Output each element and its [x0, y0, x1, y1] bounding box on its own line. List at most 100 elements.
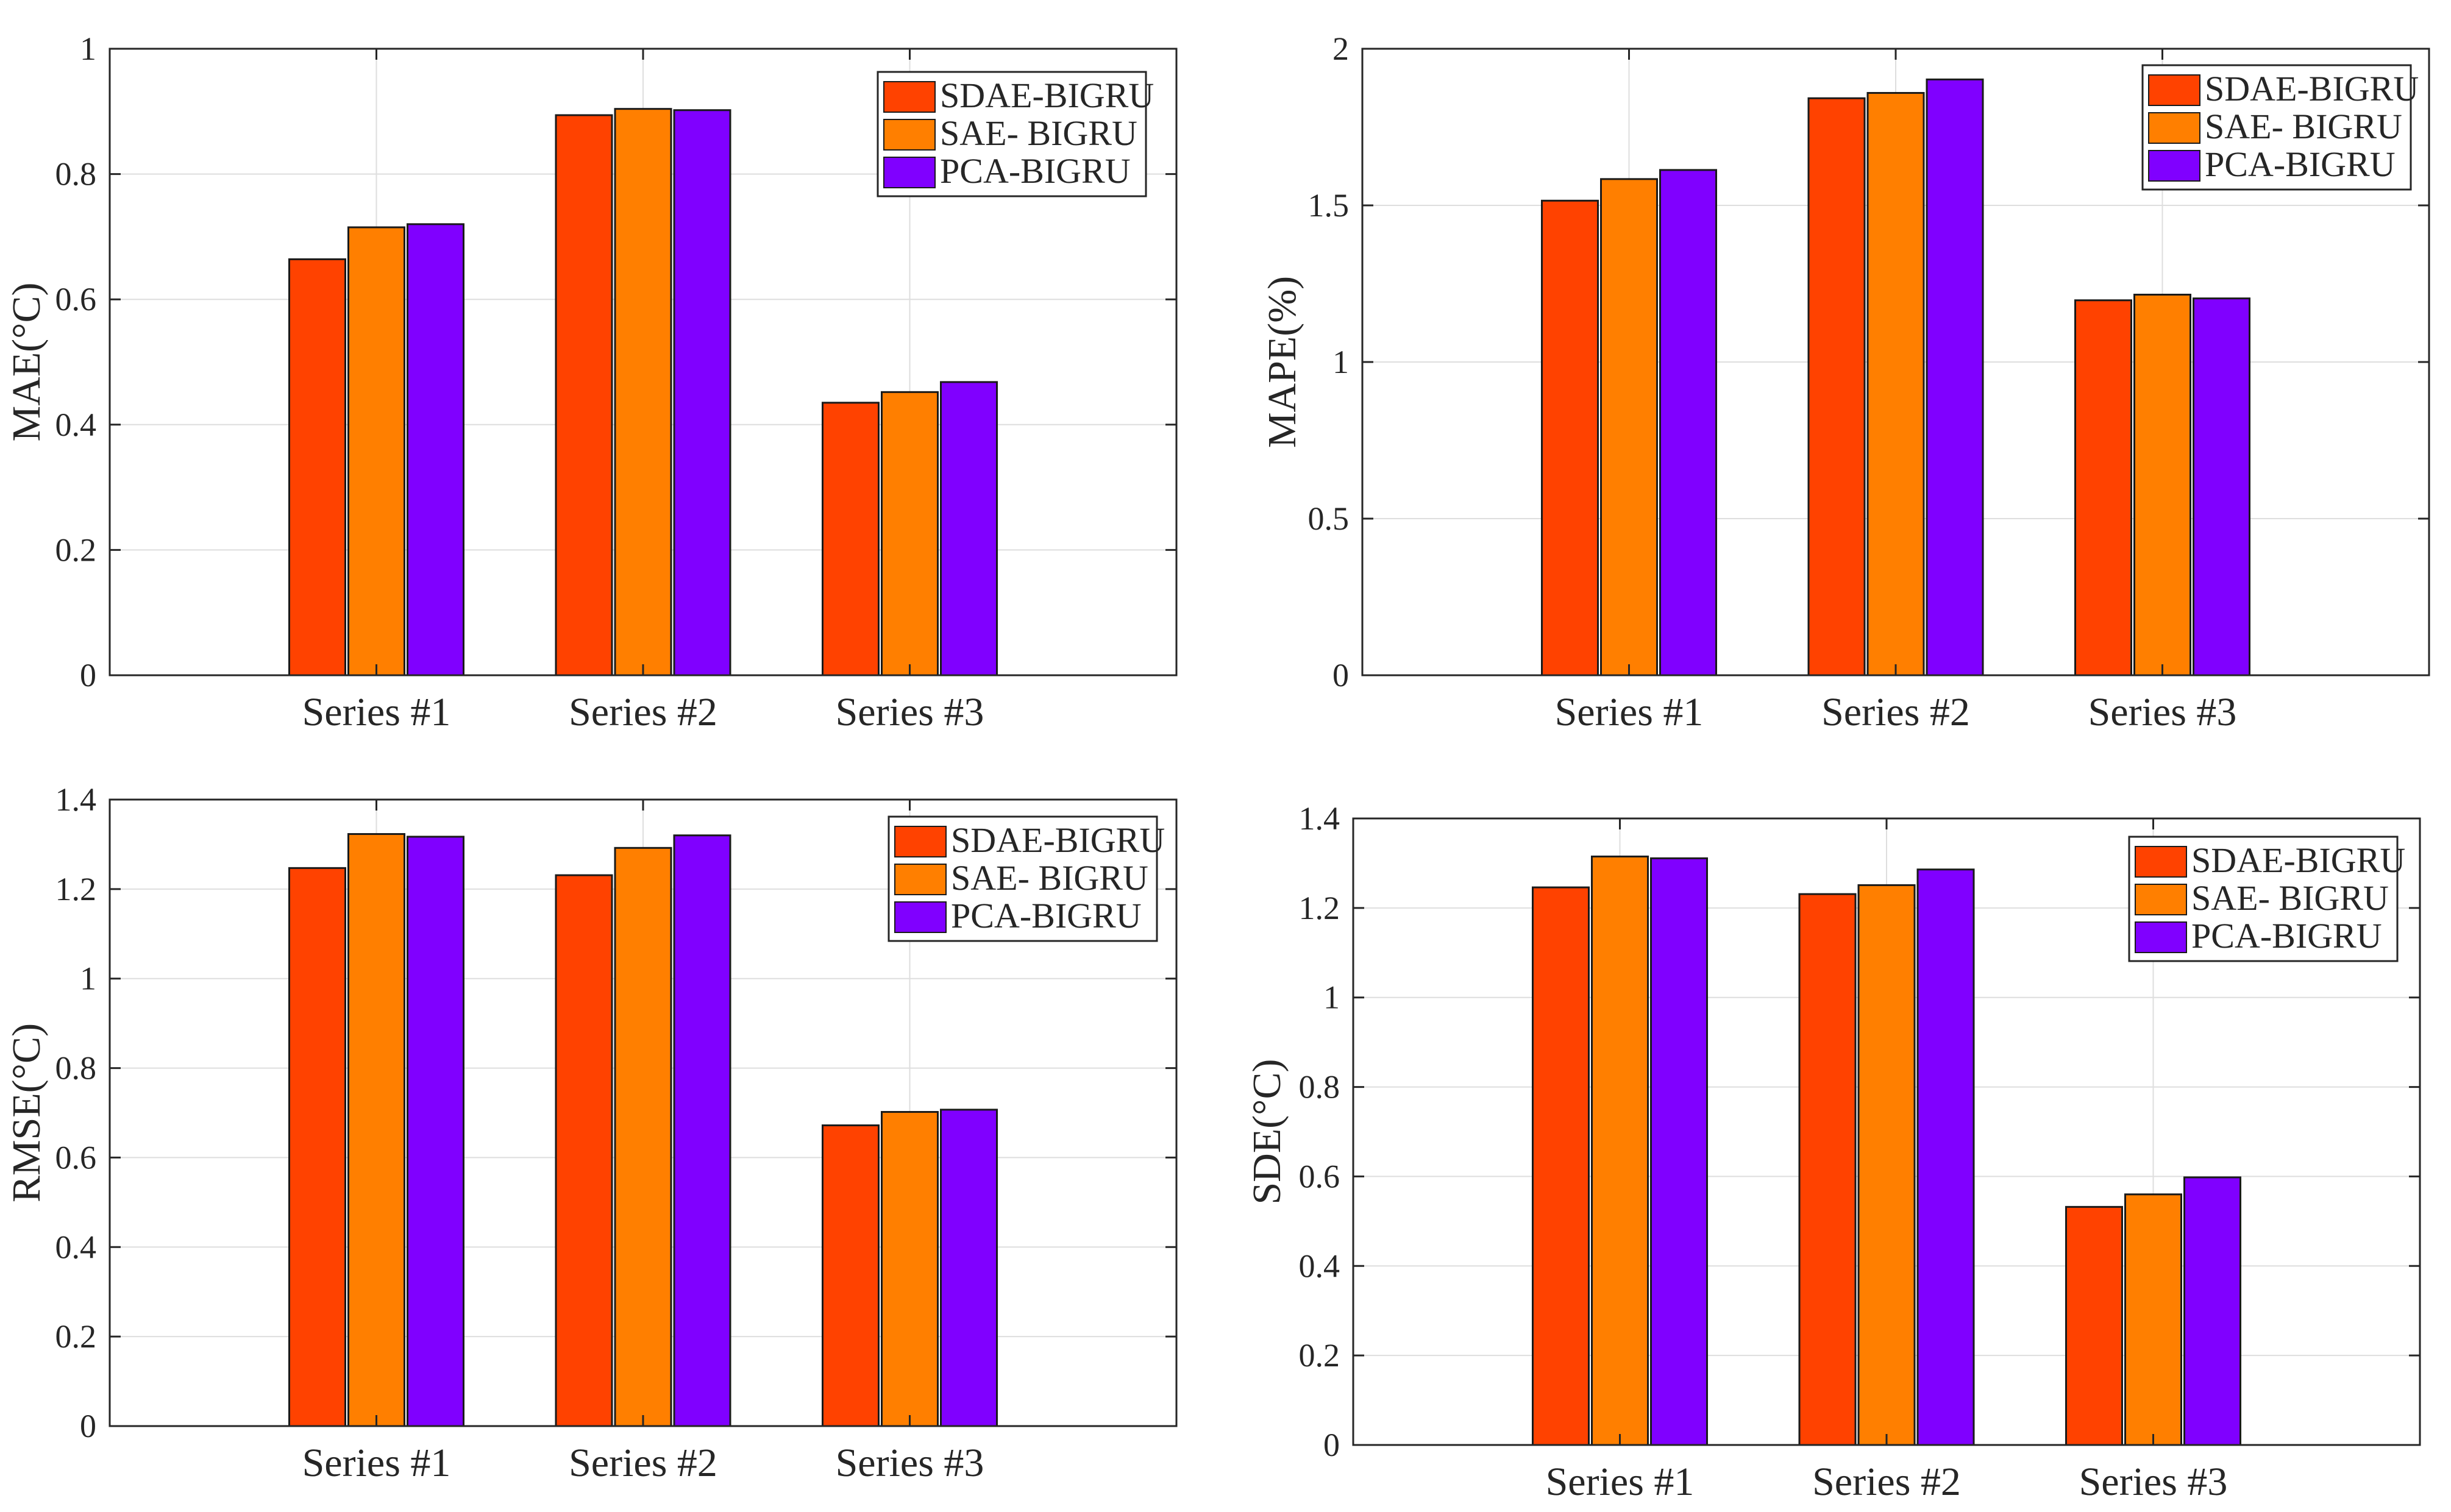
legend-label: PCA-BIGRU — [940, 151, 1131, 191]
bar-sae-bigru-2 — [614, 847, 672, 1427]
legend-label: SAE- BIGRU — [2191, 878, 2389, 918]
y-tick-label: 0.8 — [55, 1050, 97, 1087]
y-tick-label: 0.4 — [55, 406, 97, 443]
bar-pca-bigru-2 — [673, 109, 731, 676]
bar-sae-bigru-3 — [881, 1111, 939, 1427]
bar-pca-bigru-3 — [2193, 297, 2250, 676]
y-tick-label: 1.2 — [1299, 890, 1340, 926]
bar-sae-bigru-3 — [881, 391, 939, 676]
chart-panel-2: 0 0.5 1 1.5 2 Series #1 Series #2 Series #3 MAPE… — [1260, 30, 2430, 734]
y-axis-title: MAE(°C) — [4, 282, 49, 441]
bar-sae-bigru-1 — [1591, 855, 1649, 1446]
bar-sdae-bigru-2 — [555, 114, 613, 676]
legend-label: SAE- BIGRU — [951, 858, 1148, 898]
bar-sae-bigru-1 — [347, 833, 405, 1427]
y-axis-title: RMSE(°C) — [4, 1023, 49, 1202]
chart-panel-1: 0 0.2 0.4 0.6 0.8 1 Series #1 Series #2 Series #… — [4, 30, 1178, 734]
y-tick-label: 0 — [1332, 657, 1349, 694]
y-tick-label: 0.4 — [55, 1229, 97, 1265]
bar-sae-bigru-3 — [2124, 1193, 2182, 1446]
legend-label: SDAE-BIGRU — [951, 820, 1165, 860]
x-category-label: Series #3 — [836, 690, 984, 734]
y-tick-label: 0.2 — [55, 1318, 97, 1355]
legend-swatch — [2135, 921, 2187, 953]
y-tick-label: 0.2 — [1299, 1337, 1340, 1374]
legend-label: SAE- BIGRU — [940, 113, 1137, 153]
bar-sae-bigru-2 — [1857, 884, 1916, 1446]
bar-sdae-bigru-1 — [1541, 199, 1599, 676]
legend-swatch — [2135, 884, 2187, 915]
bar-pca-bigru-3 — [940, 381, 998, 676]
y-tick-label: 1 — [1332, 344, 1349, 380]
x-category-label: Series #1 — [302, 1441, 451, 1485]
legend-label: PCA-BIGRU — [951, 896, 1142, 935]
legend-label: SDAE-BIGRU — [2191, 840, 2405, 880]
bar-sdae-bigru-2 — [555, 874, 613, 1427]
y-tick-label: 0.5 — [1308, 500, 1350, 537]
legend-swatch — [883, 81, 936, 113]
x-category-label: Series #3 — [2088, 690, 2237, 734]
y-tick-label: 0.4 — [1299, 1248, 1340, 1284]
y-tick-label: 0.8 — [1299, 1069, 1340, 1106]
y-tick-label: 0 — [1323, 1427, 1340, 1463]
legend-label: PCA-BIGRU — [2205, 144, 2396, 184]
bar-pca-bigru-3 — [940, 1109, 998, 1427]
bar-pca-bigru-2 — [1916, 868, 1975, 1446]
bar-sdae-bigru-2 — [1807, 97, 1866, 676]
y-tick-label: 0.6 — [55, 1139, 97, 1176]
x-category-label: Series #2 — [1821, 690, 1970, 734]
bar-sdae-bigru-1 — [288, 258, 346, 676]
bar-sae-bigru-2 — [1866, 91, 1925, 676]
bar-sdae-bigru-2 — [1798, 893, 1857, 1446]
legend-swatch — [2148, 150, 2200, 182]
bar-sae-bigru-3 — [2133, 293, 2191, 676]
y-tick-label: 1.4 — [55, 781, 97, 818]
y-tick-label: 1 — [80, 30, 96, 67]
bar-pca-bigru-1 — [407, 836, 464, 1427]
y-tick-label: 1.5 — [1308, 187, 1350, 224]
legend-swatch — [894, 826, 947, 857]
legend-label: PCA-BIGRU — [2191, 916, 2382, 956]
x-category-label: Series #2 — [569, 690, 717, 734]
bar-sae-bigru-1 — [1600, 178, 1658, 676]
y-axis-title: MAPE(%) — [1260, 276, 1304, 448]
legend-label: SDAE-BIGRU — [940, 76, 1154, 115]
y-tick-label: 1.2 — [55, 871, 97, 907]
bar-pca-bigru-1 — [1650, 857, 1708, 1446]
legend-swatch — [883, 119, 936, 151]
legend-swatch — [894, 864, 947, 895]
bar-sdae-bigru-1 — [288, 867, 346, 1427]
bar-sdae-bigru-3 — [822, 1124, 880, 1427]
bar-sdae-bigru-1 — [1532, 886, 1590, 1446]
x-category-label: Series #3 — [2079, 1460, 2228, 1504]
x-category-label: Series #2 — [1812, 1460, 1961, 1504]
legend-label: SDAE-BIGRU — [2205, 69, 2419, 108]
legend-label: SAE- BIGRU — [2205, 107, 2402, 146]
y-tick-label: 0 — [80, 1408, 96, 1444]
y-tick-label: 0 — [80, 657, 96, 694]
y-tick-label: 2 — [1332, 30, 1349, 67]
x-category-label: Series #1 — [1555, 690, 1704, 734]
legend-swatch — [894, 901, 947, 933]
legend-swatch — [2148, 74, 2200, 106]
y-tick-label: 0.6 — [55, 281, 97, 318]
bar-sdae-bigru-3 — [2065, 1205, 2123, 1446]
y-tick-label: 0.6 — [1299, 1158, 1340, 1194]
legend-swatch — [2135, 846, 2187, 878]
legend-swatch — [2148, 112, 2200, 144]
bar-pca-bigru-2 — [673, 834, 731, 1427]
bar-sae-bigru-1 — [347, 226, 405, 676]
y-tick-label: 0.8 — [55, 156, 97, 193]
bar-sdae-bigru-3 — [2074, 299, 2132, 676]
bar-sdae-bigru-3 — [822, 402, 880, 676]
bar-pca-bigru-3 — [2183, 1176, 2241, 1446]
y-tick-label: 1 — [1323, 979, 1340, 1016]
legend-swatch — [883, 157, 936, 188]
x-category-label: Series #1 — [1546, 1460, 1695, 1504]
bar-pca-bigru-1 — [407, 223, 464, 676]
